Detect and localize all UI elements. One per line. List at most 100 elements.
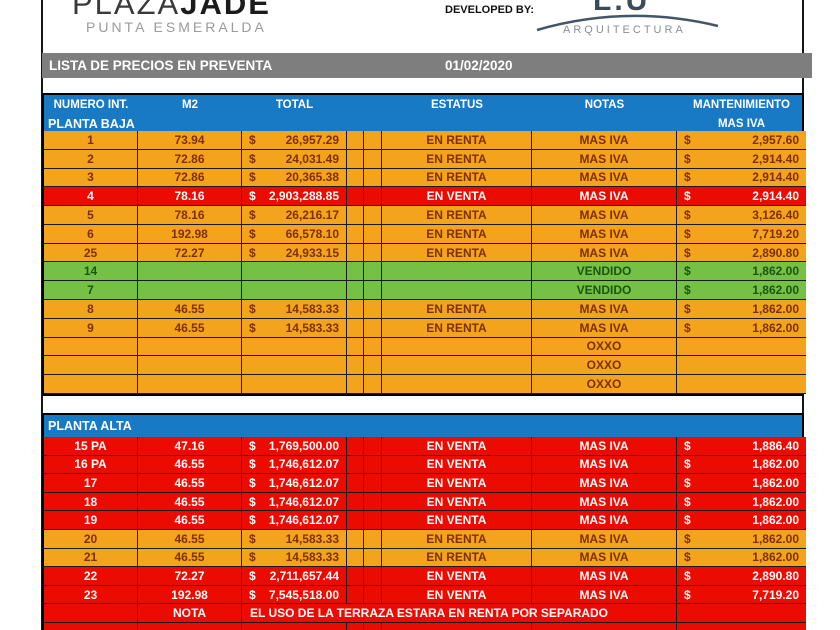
currency-symbol: $ [684,320,691,335]
cell-m2: 78.16 [138,187,242,207]
cell-estatus: EN RENTA [382,548,532,568]
cell-notas: VENDIDO [532,281,677,301]
mantenimiento-amount: 2,914.40 [752,170,799,185]
cell-spacer [347,168,364,188]
cell-mantenimiento: $2,890.80 [677,243,806,263]
cell-numero [44,604,138,623]
cell-spacer [364,224,382,244]
cell-notas: MAS IVA [532,206,677,225]
cell-m2: 72.86 [138,149,242,169]
cell-total: $1,746,612.07 [242,511,347,530]
cell-estatus: EN VENTA [382,492,532,512]
cell-estatus: EN RENTA [382,224,532,244]
nota-label: NOTA [138,604,242,623]
cell-spacer [347,281,364,301]
table-row: 6 192.98 $66,578.10 EN RENTA MAS IVA $7,… [44,224,806,244]
cell-total: $24,031.49 [242,149,347,169]
col-spacer [364,95,382,114]
cell-estatus: EN RENTA [382,131,532,150]
cell-spacer [347,375,364,394]
cell-numero: 21 [44,548,138,568]
cell-spacer [347,548,364,568]
cell-total: $66,578.10 [242,224,347,244]
cell-total: $14,583.33 [242,318,347,338]
cell-numero: 25 [44,243,138,263]
total-amount: 1,769,500.00 [268,438,339,453]
mantenimiento-amount: 1,862.00 [752,494,799,509]
cell-spacer [364,585,382,605]
currency-symbol: $ [249,151,256,166]
cell-m2: 46.55 [138,455,242,475]
cell-mantenimiento: $1,862.00 [677,281,806,301]
col-spacer [347,95,364,114]
currency-symbol: $ [249,132,256,147]
table-row: OXXO [44,337,806,357]
cell-notas: MAS IVA [532,511,677,530]
cell-total: $7,545,518.00 [242,585,347,605]
cell-numero: 4 [44,187,138,207]
mantenimiento-amount: 1,862.00 [752,301,799,316]
cell-notas: OXXO [532,356,677,376]
cell-total: $14,583.33 [242,529,347,549]
currency-symbol: $ [249,550,256,565]
cell-numero: 6 [44,224,138,244]
cell-mantenimiento: $1,862.00 [677,548,806,568]
currency-symbol: $ [684,568,691,583]
col-header-mantenimiento: MANTENIMIENTO [693,98,790,111]
cell-total [242,375,347,394]
date-label: 01/02/2020 [445,58,513,73]
mantenimiento-amount: 3,126.40 [752,208,799,223]
cell-notas: VENDIDO [532,262,677,282]
cell-mantenimiento: $2,957.60 [677,131,806,150]
cell-spacer [347,356,364,376]
cell-spacer [364,548,382,568]
nota-row: NOTA EL USO DE LA TERRAZA ESTARA EN RENT… [44,604,806,623]
currency-symbol: $ [684,438,691,453]
currency-symbol: $ [684,226,691,241]
cell-spacer [364,281,382,301]
total-amount: 1,746,612.07 [268,494,339,509]
cell-numero [44,622,138,630]
cell-m2: 72.27 [138,243,242,263]
currency-symbol: $ [684,245,691,260]
cell-mantenimiento: $3,126.40 [677,206,806,225]
cell-numero: 14 [44,262,138,282]
cell-spacer [347,437,364,456]
cell-mantenimiento: $2,890.80 [677,567,806,586]
cell-mantenimiento: $7,719.20 [677,224,806,244]
cell-estatus [382,337,532,357]
mantenimiento-amount: 1,886.40 [752,438,799,453]
cell-total [242,337,347,357]
cell-notas: MAS IVA [532,567,677,586]
cell-spacer [347,622,364,630]
cell-m2: 46.55 [138,529,242,549]
cell-spacer [364,131,382,150]
cell-notas: MAS IVA [532,548,677,568]
cell-estatus: EN RENTA [382,529,532,549]
cell-total [242,622,347,630]
cell-mantenimiento: $1,862.00 [677,529,806,549]
cell-spacer [364,622,382,630]
cell-spacer [347,187,364,207]
cell-notas: MAS IVA [532,455,677,475]
cell-numero: 19 [44,511,138,530]
col-header-notas: NOTAS [584,98,625,111]
mantenimiento-amount: 2,890.80 [752,568,799,583]
table-row: 20 46.55 $14,583.33 EN RENTA MAS IVA $1,… [44,529,806,549]
table-row: 17 46.55 $1,746,612.07 EN VENTA MAS IVA … [44,474,806,493]
cell-total: $26,216.17 [242,206,347,225]
total-amount: 14,583.33 [285,320,339,335]
developer-field-label: ARQUITECTURA [563,24,686,36]
table-row: 2 72.86 $24,031.49 EN RENTA MAS IVA $2,9… [44,149,806,169]
cell-m2: 72.86 [138,168,242,188]
currency-symbol: $ [684,494,691,509]
developer-name: L.U [593,0,651,17]
cell-spacer [364,455,382,475]
cell-notas: MAS IVA [532,131,677,150]
cell-numero: 3 [44,168,138,188]
planta-baja-table: 1 73.94 $26,957.29 EN RENTA MAS IVA $2,9… [42,131,806,396]
cell-m2 [138,356,242,376]
cell-mantenimiento: $1,862.00 [677,492,806,512]
mantenimiento-amount: 2,890.80 [752,245,799,260]
cell-spacer [347,224,364,244]
